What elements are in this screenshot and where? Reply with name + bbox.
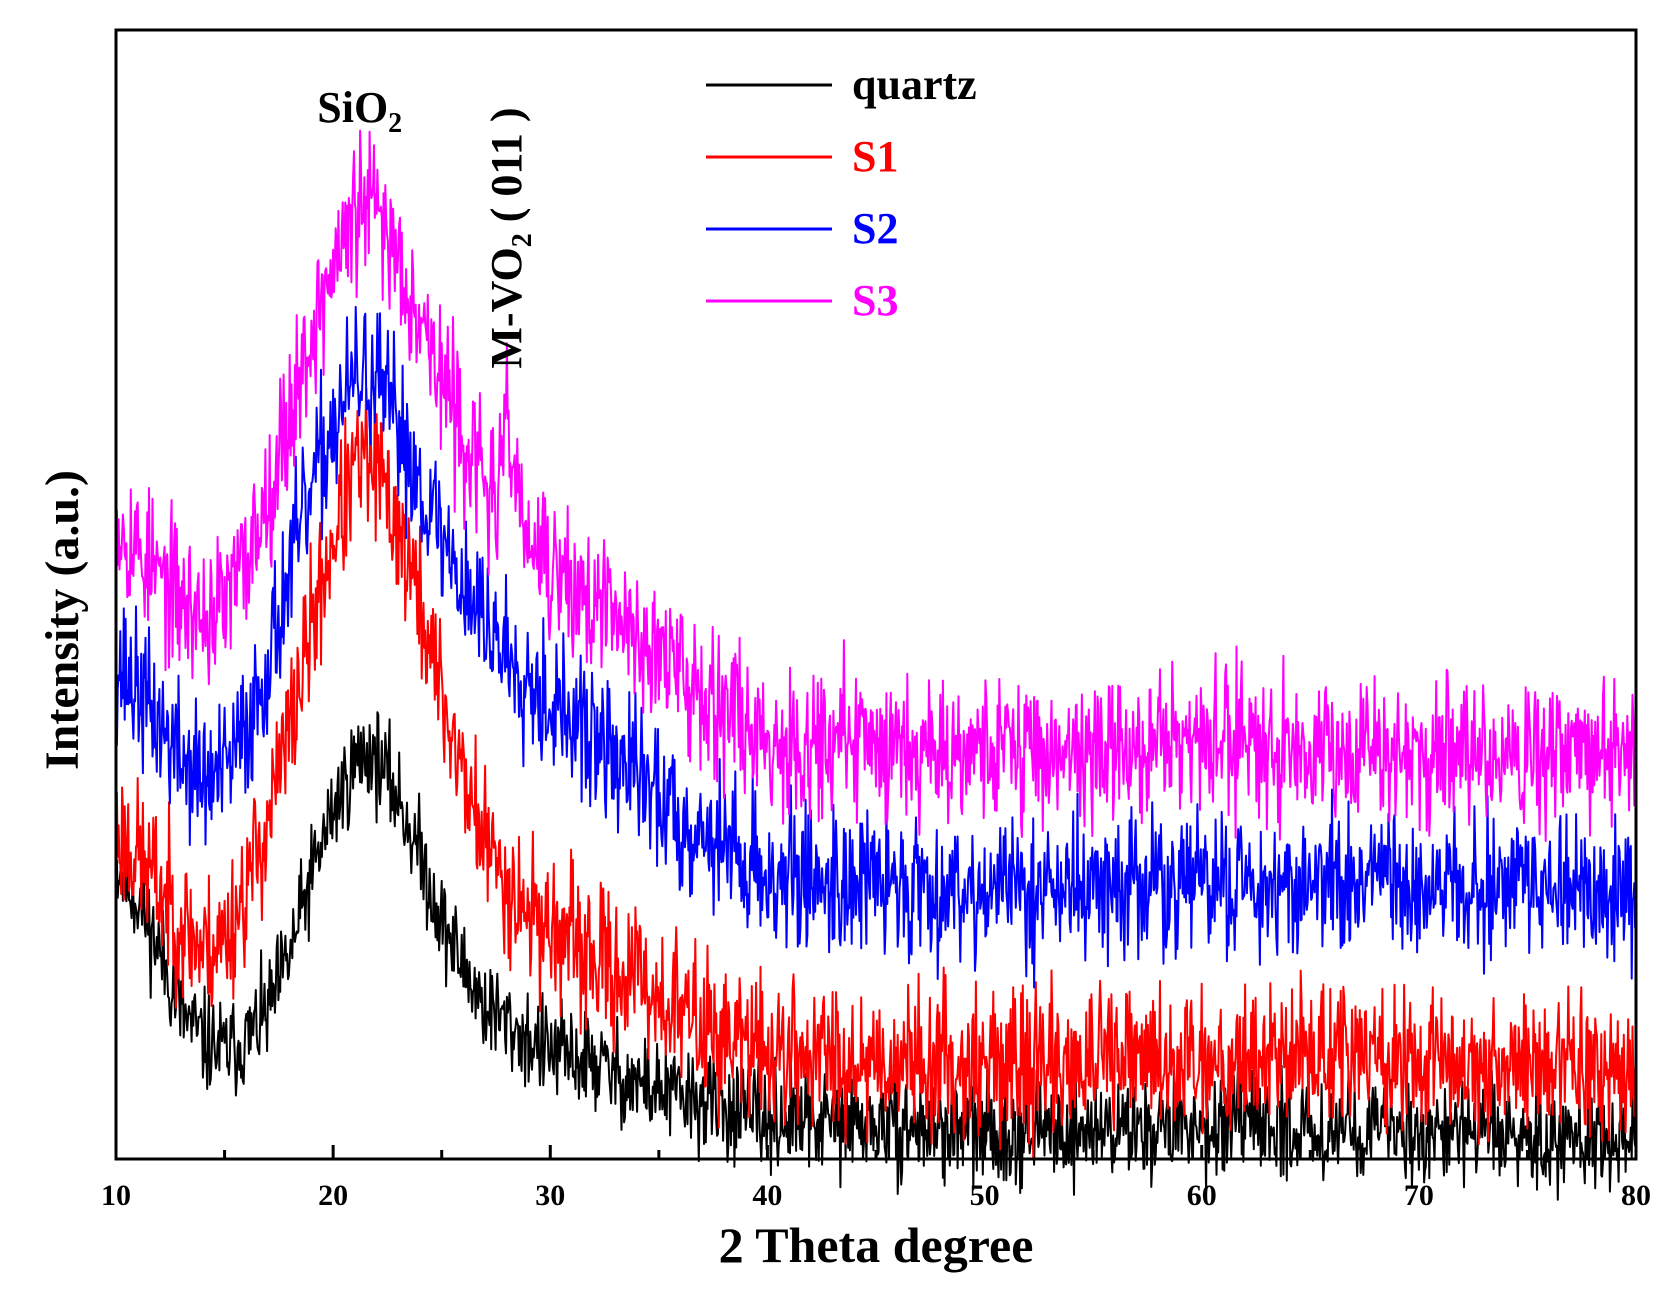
legend-label-s3: S3 [852, 276, 898, 325]
x-tick-label-50: 50 [970, 1179, 1000, 1212]
sio2-label-sub: 2 [388, 108, 402, 139]
x-tick-label-70: 70 [1404, 1179, 1434, 1212]
legend: quartz S1 S2 S3 [706, 60, 977, 325]
series-line-quartz [115, 711, 1637, 1201]
x-tick-label-30: 30 [535, 1179, 565, 1212]
mvo2-label-prefix: M-VO [482, 247, 531, 368]
series-line-s3 [115, 129, 1637, 842]
series-line-s2 [115, 305, 1637, 989]
plot-frame [114, 28, 1638, 1161]
mvo2-label-sub: 2 [507, 233, 538, 247]
series-layer [115, 129, 1637, 1201]
y-axis-title: Intensity (a.u.) [36, 470, 89, 770]
legend-label-quartz: quartz [852, 60, 977, 109]
series-line-s1 [115, 387, 1637, 1159]
sio2-label-main: SiO [317, 83, 388, 132]
x-tick-label-40: 40 [752, 1179, 782, 1212]
x-axis: 10 20 30 40 50 60 70 80 [101, 1145, 1651, 1212]
x-tick-label-60: 60 [1187, 1179, 1217, 1212]
legend-label-s1: S1 [852, 132, 898, 181]
legend-label-s2: S2 [852, 204, 898, 253]
x-axis-title: 2 Theta degree [719, 1217, 1034, 1273]
mvo2-peak-label: M-VO2 ( 011 ) [482, 107, 538, 368]
x-tick-label-80: 80 [1621, 1179, 1651, 1212]
x-tick-label-20: 20 [318, 1179, 348, 1212]
mvo2-label-suffix: ( 011 ) [482, 107, 531, 233]
sio2-peak-label: SiO2 [317, 83, 402, 139]
x-tick-label-10: 10 [101, 1179, 131, 1212]
